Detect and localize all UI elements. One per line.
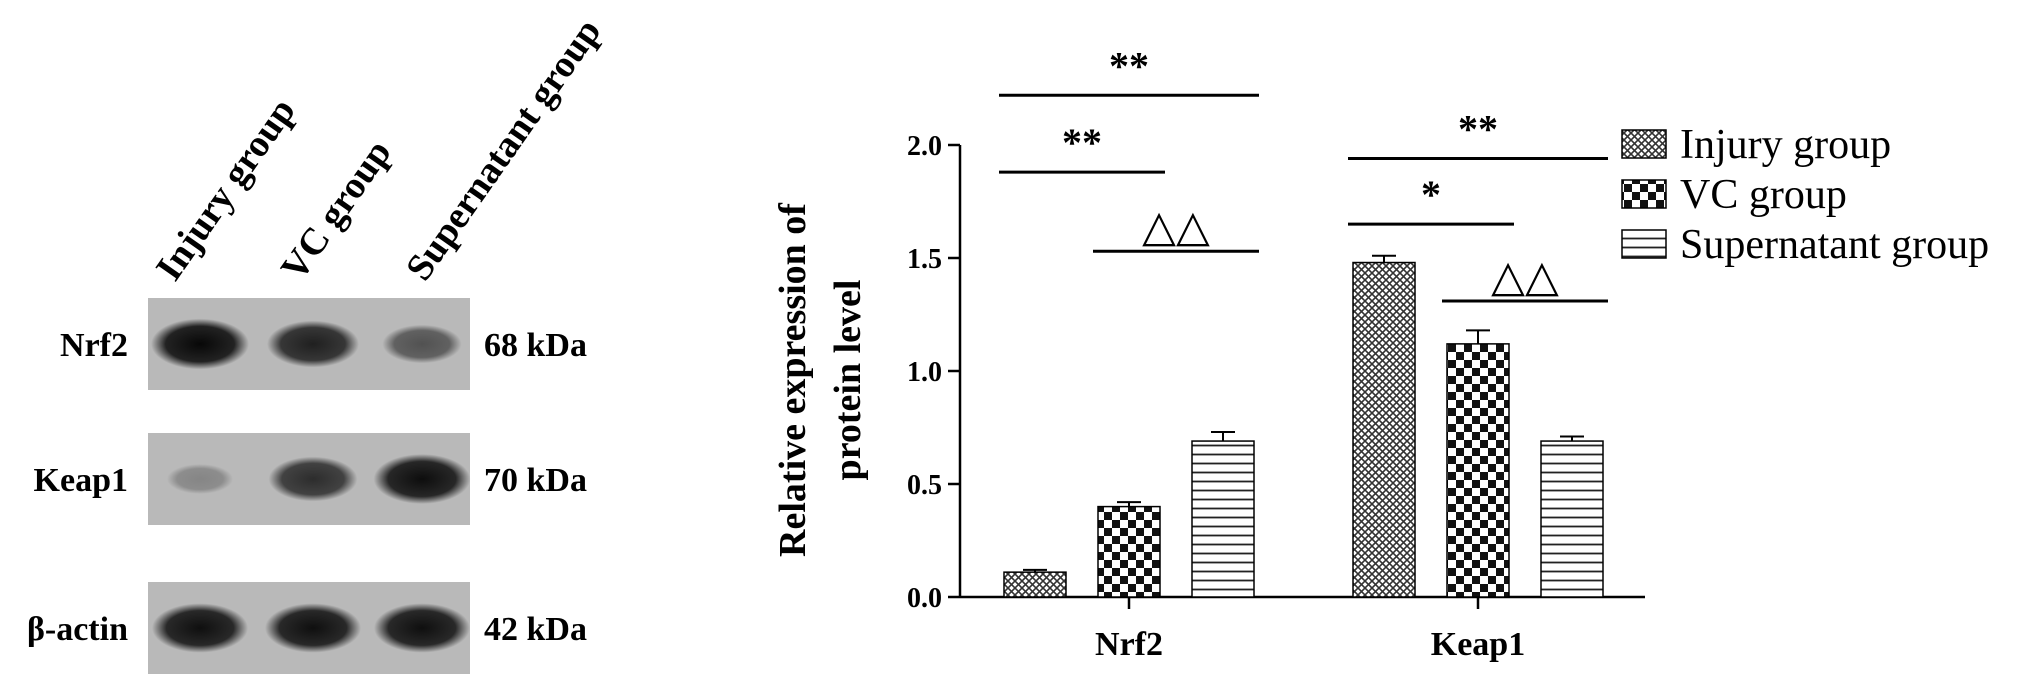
legend-label-0: Injury group (1680, 122, 1891, 168)
bar-1-1 (1446, 343, 1510, 598)
lane-labels: Injury group VC group Supernatant group (148, 11, 609, 288)
blot-protein-label-0: Nrf2 (60, 327, 128, 364)
sig-label-0: ** (1109, 43, 1149, 88)
bar-2-1 (1540, 440, 1604, 598)
bar-1-0 (1097, 505, 1161, 598)
legend-label-1: VC group (1680, 172, 1847, 218)
y-axis-title-line1: Relative expression of (772, 202, 814, 557)
blot-band-0-2 (382, 324, 462, 364)
blot-protein-label-2: β-actin (27, 611, 128, 648)
y-tick-label-2: 1.0 (907, 357, 942, 388)
y-tick-label-1: 0.5 (907, 470, 942, 501)
blot-band-1-2 (373, 454, 471, 504)
significance-annotations: ****△△***△△ (999, 43, 1608, 303)
sig-label-4: * (1421, 172, 1441, 217)
legend-swatch-0 (1621, 129, 1667, 159)
western-blot-panel: Injury group VC group Supernatant group … (27, 11, 609, 674)
y-axis-title: Relative expression of protein level (772, 202, 869, 557)
sig-label-3: ** (1458, 107, 1498, 152)
y-tick-label-3: 1.5 (907, 244, 942, 275)
lane-label-vc: VC group (273, 132, 400, 288)
blot-band-0-0 (151, 318, 249, 370)
bar-2-0 (1191, 440, 1255, 598)
blot-band-0-1 (267, 320, 359, 368)
y-axis-title-line2: protein level (827, 280, 869, 481)
axes: 0.0 0.5 1.0 1.5 2.0 Nrf2 Keap1 (907, 131, 1645, 663)
blot-size-label-1: 70 kDa (484, 462, 587, 499)
blot-band-1-0 (167, 464, 233, 494)
x-tick-label-0: Nrf2 (1095, 626, 1163, 663)
sig-label-2: △△ (1142, 202, 1210, 251)
sig-label-5: △△ (1491, 252, 1559, 301)
blot-row-0: Nrf2 68 kDa (60, 298, 587, 390)
legend-swatch-2 (1621, 229, 1667, 259)
blot-band-2-2 (374, 603, 470, 653)
x-tick-label-1: Keap1 (1431, 626, 1525, 663)
legend-swatch-1 (1621, 179, 1667, 209)
blot-protein-label-1: Keap1 (34, 462, 128, 499)
blot-band-2-1 (265, 603, 361, 653)
blot-row-1: Keap1 70 kDa (34, 433, 587, 525)
blot-band-2-0 (152, 603, 248, 653)
blot-size-label-2: 42 kDa (484, 611, 587, 648)
blot-row-2: β-actin 42 kDa (27, 582, 587, 674)
bar-chart: Relative expression of protein level 0.0… (772, 43, 1989, 663)
bar-0-1 (1352, 261, 1416, 598)
lane-label-supernatant: Supernatant group (398, 11, 609, 288)
blot-size-label-0: 68 kDa (484, 327, 587, 364)
bar-0-0 (1003, 571, 1067, 598)
y-tick-label-4: 2.0 (907, 131, 942, 162)
blot-band-1-1 (268, 456, 358, 502)
bars (1003, 254, 1604, 598)
blot-rows: Nrf2 68 kDa Keap1 70 kDa β-actin 42 kDa (27, 298, 587, 674)
sig-label-1: ** (1062, 120, 1102, 165)
legend-label-2: Supernatant group (1680, 222, 1989, 268)
y-tick-label-0: 0.0 (907, 583, 942, 614)
